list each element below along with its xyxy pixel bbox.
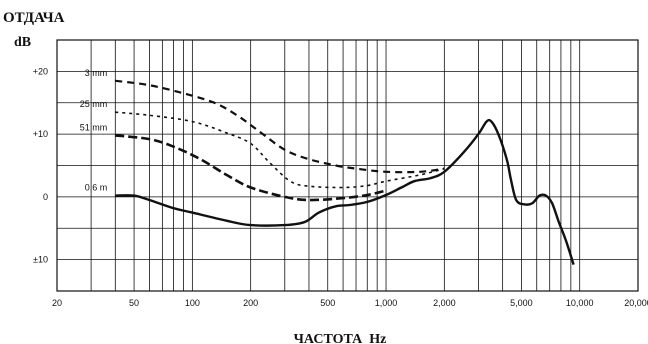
plot-grid <box>56 39 639 292</box>
y-tick-label: 0 <box>43 192 48 202</box>
x-tick-label: 50 <box>129 298 139 308</box>
x-tick-label: 10,000 <box>566 298 594 308</box>
y-tick-label: ±10 <box>33 255 48 265</box>
series-label-3: 0.6 m <box>85 183 108 193</box>
x-tick-label: 500 <box>320 298 335 308</box>
x-axis-label: ЧАСТОТА Hz <box>294 332 387 344</box>
x-tick-label: 20,000 <box>624 298 648 308</box>
series-labels: 3 mm 25 mm 51 mm 0.6 m <box>80 68 108 193</box>
series-label-0: 3 mm <box>85 68 108 78</box>
chart-title: ОТДАЧА <box>3 10 65 26</box>
y-axis-label: dB <box>14 35 31 50</box>
y-tick-label: +10 <box>33 129 48 139</box>
series-line-2 <box>115 134 387 202</box>
series-label-2: 51 mm <box>80 122 108 132</box>
x-tick-label: 20 <box>52 298 62 308</box>
x-tick-label: 2,000 <box>433 298 456 308</box>
series-line-3 <box>115 118 575 265</box>
x-tick-label: 1,000 <box>375 298 398 308</box>
series-line-1 <box>115 111 445 189</box>
series-line-0 <box>115 79 445 174</box>
x-tick-label: 200 <box>243 298 258 308</box>
series-label-1: 25 mm <box>80 99 108 109</box>
tick-labels: 20 50 100 200 500 1,000 2,000 5,000 10,000 20,000… <box>33 66 648 308</box>
x-tick-label: 5,000 <box>510 298 533 308</box>
x-tick-label: 100 <box>185 298 200 308</box>
series-group <box>115 79 575 265</box>
y-tick-label: +20 <box>33 66 48 76</box>
